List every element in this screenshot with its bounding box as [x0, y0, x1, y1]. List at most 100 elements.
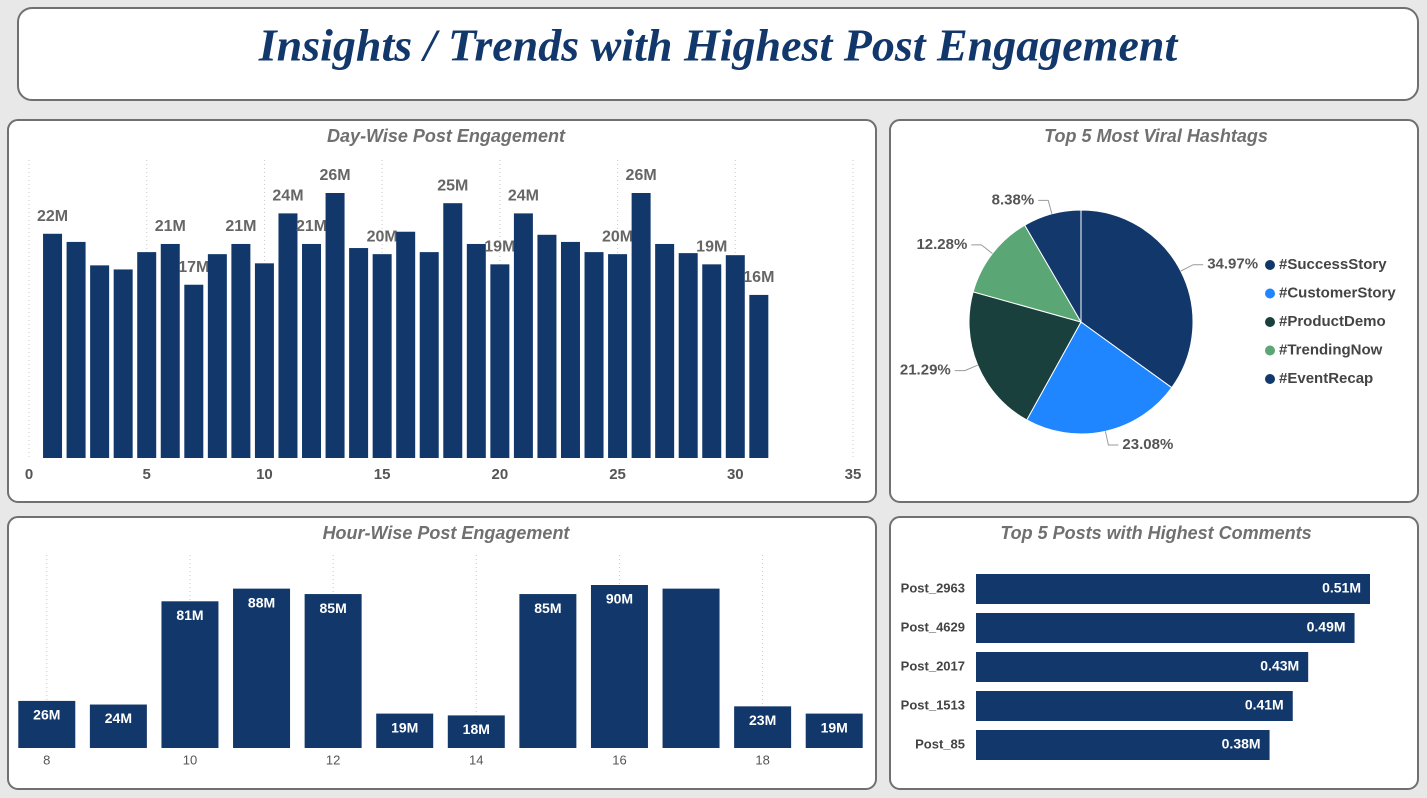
data-label: 8.38% — [992, 191, 1035, 208]
x-tick-label: 18 — [755, 752, 769, 767]
legend-label: #CustomerStory — [1279, 284, 1396, 301]
bar — [662, 588, 720, 748]
bar — [608, 254, 628, 458]
bar — [161, 601, 219, 748]
data-label: 26M — [33, 707, 60, 723]
bar — [537, 234, 557, 458]
bar — [976, 613, 1355, 643]
data-label: 24M — [105, 710, 132, 726]
x-tick-label: 5 — [143, 466, 151, 483]
bar — [43, 233, 63, 458]
bar — [231, 243, 251, 458]
data-label: 12.28% — [916, 236, 967, 253]
x-tick-label: 10 — [183, 752, 197, 767]
data-label: 88M — [248, 594, 275, 610]
bar — [349, 248, 369, 458]
data-label: 20M — [602, 228, 633, 245]
data-label: 24M — [272, 188, 303, 205]
x-tick-label: 20 — [492, 466, 509, 483]
data-label: 19M — [821, 719, 848, 735]
bar — [447, 715, 505, 748]
data-label: 16M — [743, 269, 774, 286]
bar — [490, 264, 510, 458]
y-tick-label: Post_1513 — [901, 697, 965, 712]
bar — [519, 594, 577, 748]
x-tick-label: 10 — [256, 466, 273, 483]
data-label: 19M — [391, 719, 418, 735]
leader-line — [1038, 199, 1053, 214]
bar — [976, 730, 1270, 760]
bar — [90, 265, 110, 458]
bar — [233, 588, 291, 748]
bar — [725, 255, 745, 458]
pie-slice — [1024, 209, 1082, 324]
bar — [513, 213, 533, 458]
bar — [560, 241, 580, 458]
chart-title: Top 5 Most Viral Hashtags — [1044, 126, 1268, 146]
bar — [207, 254, 227, 458]
bar — [18, 700, 76, 748]
pie-slice — [972, 224, 1083, 323]
pie-slice — [968, 291, 1082, 421]
bar — [376, 713, 434, 748]
bar — [734, 706, 792, 748]
data-label: 26M — [319, 167, 350, 184]
data-label: 90M — [606, 591, 633, 607]
bar — [278, 213, 298, 458]
data-label: 21M — [155, 218, 186, 235]
data-label: 0.49M — [1307, 619, 1346, 635]
data-label: 34.97% — [1207, 256, 1258, 273]
x-tick-label: 12 — [326, 752, 340, 767]
data-label: 21.29% — [900, 362, 951, 379]
x-tick-label: 30 — [727, 466, 744, 483]
bar — [805, 713, 863, 748]
leader-line — [1180, 264, 1204, 272]
x-tick-label: 35 — [845, 466, 862, 483]
bar — [976, 652, 1309, 682]
bar — [89, 704, 147, 748]
data-label: 21M — [225, 218, 256, 235]
leader-line — [1104, 431, 1119, 446]
data-label: 23.08% — [1122, 436, 1173, 453]
legend-label: #ProductDemo — [1279, 313, 1386, 330]
data-label: 23M — [749, 712, 776, 728]
data-label: 26M — [626, 167, 657, 184]
bar — [137, 252, 157, 458]
legend-marker — [1265, 374, 1275, 384]
bar — [66, 241, 86, 458]
bar — [113, 269, 133, 458]
data-label: 20M — [367, 228, 398, 245]
pie-slice — [1080, 209, 1194, 389]
bar — [466, 243, 486, 458]
x-tick-label: 15 — [374, 466, 391, 483]
data-label: 19M — [484, 239, 515, 256]
bar — [372, 254, 392, 458]
leader-line — [971, 244, 993, 254]
data-label: 85M — [534, 600, 561, 616]
data-label: 0.38M — [1222, 736, 1261, 752]
x-tick-label: 25 — [609, 466, 626, 483]
y-tick-label: Post_85 — [915, 736, 965, 751]
data-label: 0.51M — [1322, 580, 1361, 596]
chart-title: Top 5 Posts with Highest Comments — [1000, 523, 1311, 543]
legend-marker — [1265, 260, 1275, 270]
data-label: 0.43M — [1260, 658, 1299, 674]
title-box — [17, 7, 1419, 101]
legend-label: #TrendingNow — [1279, 341, 1383, 358]
data-label: 0.41M — [1245, 697, 1284, 713]
data-label: 18M — [463, 721, 490, 737]
data-label: 25M — [437, 177, 468, 194]
y-tick-label: Post_2963 — [901, 580, 965, 595]
bar — [590, 585, 648, 748]
data-label: 17M — [178, 259, 209, 276]
bar — [254, 263, 274, 458]
x-tick-label: 0 — [25, 466, 33, 483]
data-label: 19M — [696, 239, 727, 256]
bar — [976, 574, 1370, 604]
bar — [678, 253, 698, 458]
bar — [702, 264, 722, 458]
bar — [584, 252, 604, 458]
chart-title: Hour-Wise Post Engagement — [323, 523, 571, 543]
data-label: 24M — [508, 188, 539, 205]
